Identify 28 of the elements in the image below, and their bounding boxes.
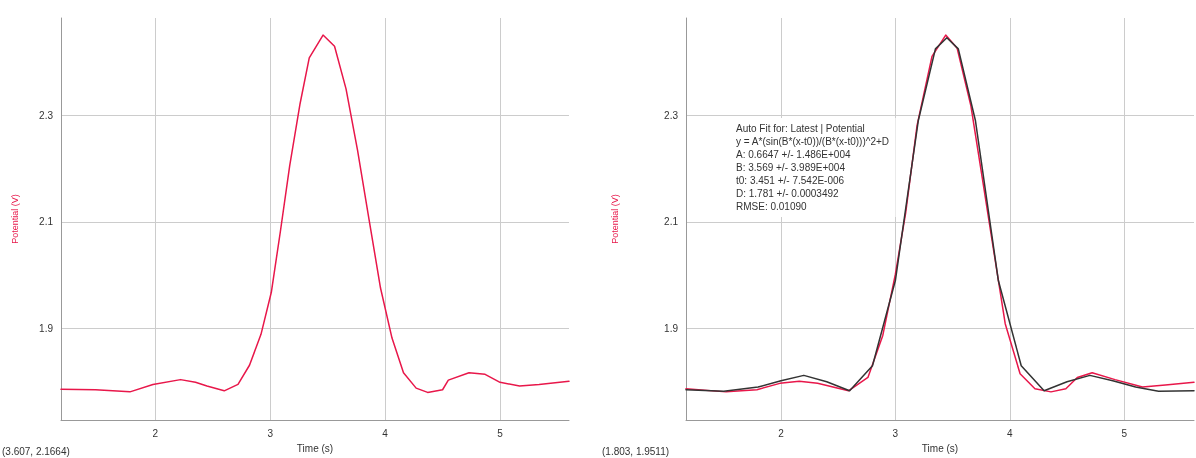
x-tick-label: 3: [267, 427, 274, 439]
x-tick-label: 4: [382, 427, 389, 439]
line-series: [60, 34, 570, 394]
y-axis-title: Potential (V): [609, 194, 620, 244]
y-tick-label: 2.1: [39, 216, 54, 228]
annotation: B: 3.569 +/- 3.989E+004: [736, 162, 846, 173]
x-tick-label: 5: [497, 427, 504, 439]
x-axis-title: Time (s): [296, 442, 334, 454]
x-tick-label: 3: [892, 427, 899, 439]
x-tick-label: 2: [152, 427, 159, 439]
annotation: t0: 3.451 +/- 7.542E-006: [736, 175, 845, 186]
y-tick-label: 1.9: [664, 323, 679, 334]
annotation: A: 0.6647 +/- 1.486E+004: [736, 149, 851, 160]
text: (1.803, 1.9511): [602, 445, 670, 457]
annotation: y = A*(sin(B*(x-t0))/(B*(x-t0)))^2+D: [736, 136, 890, 147]
y-tick-label: 2.1: [664, 216, 679, 228]
annotation: Auto Fit for: Latest | Potential: [736, 123, 865, 134]
y-tick-label: 2.3: [39, 109, 54, 121]
x-tick-label: 2: [778, 427, 785, 439]
text: (3.607, 2.1664): [2, 445, 70, 457]
y-tick-label: 2.3: [664, 109, 679, 121]
annotation: RMSE: 0.01090: [736, 201, 808, 212]
annotation: D: 1.781 +/- 0.0003492: [736, 188, 840, 199]
x-tick-label: 4: [1007, 427, 1014, 439]
y-tick-label: 1.9: [39, 323, 54, 334]
x-axis-title: Time (s): [921, 442, 959, 454]
y-axis-title: Potential (V): [9, 194, 20, 244]
x-tick-label: 5: [1121, 427, 1128, 439]
